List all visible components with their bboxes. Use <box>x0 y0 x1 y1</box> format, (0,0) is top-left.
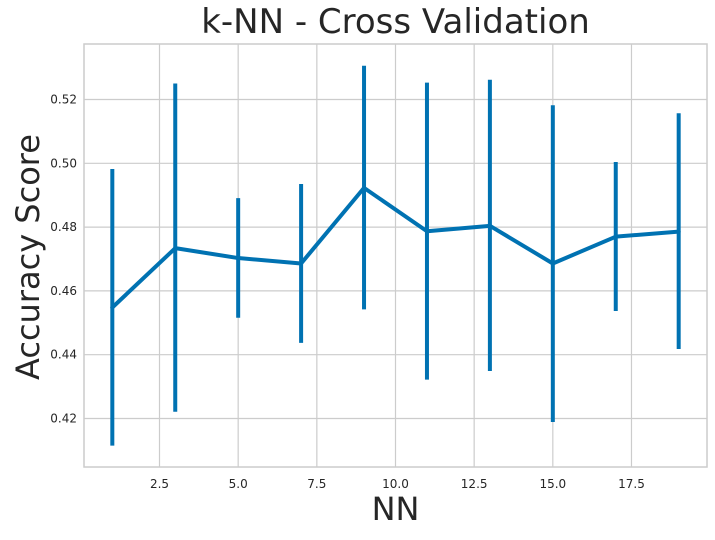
x-tick-label: 17.5 <box>618 477 645 491</box>
y-tick-label: 0.50 <box>50 156 77 170</box>
y-tick-label: 0.48 <box>50 220 77 234</box>
x-tick-label: 5.0 <box>229 477 248 491</box>
y-axis-label: Accuracy Score <box>9 134 47 380</box>
y-tick-label: 0.46 <box>50 284 77 298</box>
x-tick-label: 7.5 <box>307 477 326 491</box>
x-tick-label: 15.0 <box>539 477 566 491</box>
y-tick-label: 0.44 <box>50 348 77 362</box>
y-tick-label: 0.52 <box>50 93 77 107</box>
x-tick-label: 2.5 <box>150 477 169 491</box>
series-line <box>110 185 681 310</box>
x-axis-label: NN <box>371 490 420 528</box>
x-tick-label: 12.5 <box>461 477 488 491</box>
plot-frame <box>83 43 708 468</box>
y-tick-label: 0.42 <box>50 412 77 426</box>
chart-title: k-NN - Cross Validation <box>201 2 590 42</box>
x-tick-label: 10.0 <box>382 477 409 491</box>
